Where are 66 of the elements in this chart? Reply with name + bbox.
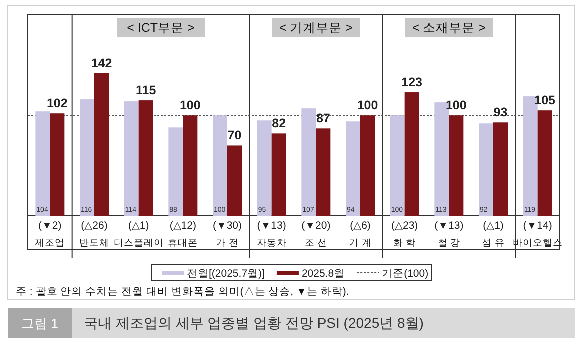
data-label: 142 bbox=[91, 56, 112, 70]
text: < 소재부문 > bbox=[412, 21, 486, 35]
text: (▼13) bbox=[257, 220, 286, 232]
bar bbox=[124, 102, 139, 216]
text: (▼13) bbox=[434, 220, 464, 232]
bar bbox=[272, 134, 286, 216]
x-tick-label: 철 강 bbox=[438, 238, 460, 249]
x-tick-label: 반도체 bbox=[80, 238, 110, 249]
bar bbox=[257, 120, 272, 216]
text: (△26) bbox=[81, 220, 108, 232]
text: 국내 제조업의 세부 업종별 업황 전망 PSI (2025년 8월) bbox=[84, 315, 424, 331]
x-tick-label: 가 전 bbox=[216, 238, 239, 249]
x-tick-label: 제조업 bbox=[35, 238, 66, 249]
bar bbox=[360, 116, 375, 216]
data-label: 105 bbox=[534, 94, 556, 108]
text: < 기계부문 > bbox=[279, 21, 353, 35]
data-label: 102 bbox=[46, 96, 68, 111]
data-label: 100 bbox=[357, 98, 378, 113]
bar bbox=[94, 73, 109, 216]
bar bbox=[213, 116, 228, 216]
text: < ICT부문 > bbox=[127, 21, 195, 35]
data-label: 115 bbox=[136, 84, 156, 98]
data-label: 70 bbox=[228, 128, 242, 143]
legend-label: 전월[(2025.7월)] bbox=[187, 268, 266, 280]
bar bbox=[80, 100, 94, 216]
bar bbox=[168, 128, 184, 216]
bar bbox=[390, 116, 405, 216]
text: (▼2) bbox=[38, 220, 62, 232]
text: (△23) bbox=[391, 220, 418, 232]
text: (△6) bbox=[350, 220, 371, 232]
text: (△1) bbox=[483, 220, 504, 232]
legend-label: 기준(100) bbox=[382, 268, 429, 280]
text: (▼30) bbox=[212, 220, 242, 232]
text: (▼14) bbox=[523, 220, 552, 232]
bar bbox=[36, 112, 50, 216]
data-label: 82 bbox=[272, 116, 286, 131]
bar bbox=[404, 92, 420, 216]
bar bbox=[449, 116, 464, 216]
caption: 그림 1 bbox=[22, 316, 58, 331]
x-tick-label: 휴대폰 bbox=[168, 238, 198, 249]
data-label: 123 bbox=[402, 76, 423, 90]
x-tick-label: 기 계 bbox=[349, 238, 372, 249]
data-label: 100 bbox=[180, 98, 201, 113]
bar bbox=[50, 114, 65, 216]
bar bbox=[228, 146, 242, 216]
data-label: 87 bbox=[316, 112, 330, 126]
text: (△12) bbox=[170, 220, 197, 232]
bar bbox=[302, 108, 316, 216]
data-label: 93 bbox=[494, 106, 508, 120]
legend-label: 2025.8월 bbox=[302, 268, 346, 280]
bar bbox=[538, 110, 552, 216]
bar bbox=[138, 100, 154, 216]
text: 주 : 괄호 안의 수치는 전월 대비 변화폭을 의미(△는 상승, ▼는 하락). bbox=[16, 286, 350, 298]
text: (△1) bbox=[128, 220, 150, 232]
x-tick-label: 화 학 bbox=[394, 238, 416, 249]
x-tick-label: 디스플레이 bbox=[114, 238, 164, 249]
bar bbox=[494, 122, 508, 216]
x-tick-label: 조 선 bbox=[304, 238, 328, 249]
bar bbox=[316, 128, 331, 216]
text: (▼20) bbox=[302, 220, 331, 232]
x-tick-label: 섬 유 bbox=[482, 238, 505, 249]
x-tick-label: 자동차 bbox=[256, 238, 287, 249]
bar bbox=[183, 116, 198, 216]
data-label: 100 bbox=[446, 98, 467, 113]
bar bbox=[479, 124, 494, 216]
bar bbox=[346, 122, 360, 216]
